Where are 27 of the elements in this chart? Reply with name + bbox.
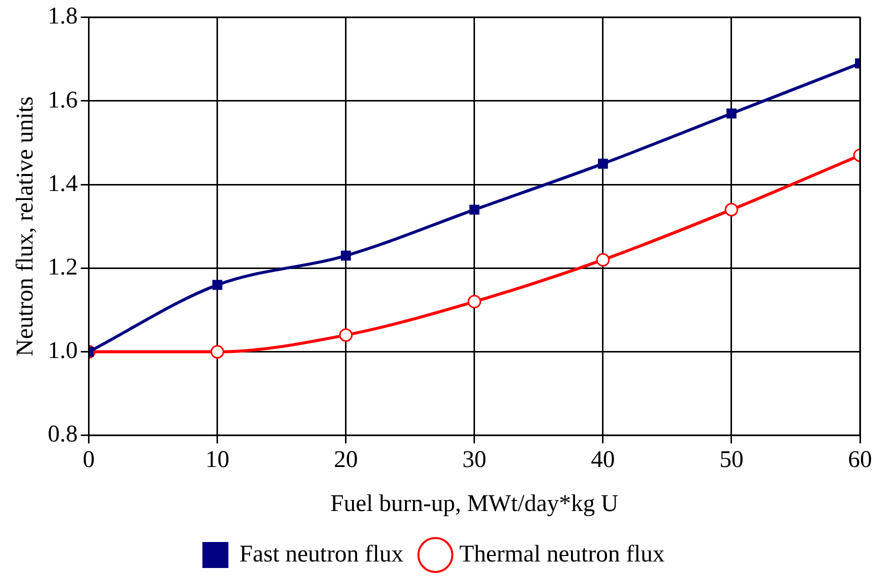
point (469, 204, 480, 215)
legend-label: Fast neutron flux (239, 541, 404, 568)
point (339, 328, 353, 342)
point (468, 294, 482, 308)
y-tick-label: 0.8 (48, 422, 78, 448)
point (340, 250, 351, 261)
x-tick-label: 0 (82, 447, 95, 474)
point (726, 108, 736, 119)
x-tick-label: 30 (462, 447, 486, 474)
x-axis-title: Fuel burn-up, MWt/day*kg U (330, 490, 618, 517)
point (212, 280, 222, 290)
x-tick-label: 20 (334, 447, 358, 474)
x-tick-label: 10 (205, 447, 230, 474)
point (596, 253, 610, 267)
y-axis-title: Neutron flux, relative units (12, 96, 39, 356)
y-tick-label: 1.8 (48, 4, 78, 30)
x-tick-label: 60 (848, 447, 872, 474)
point (598, 158, 608, 169)
point (210, 345, 224, 359)
y-tick-label: 1.2 (48, 254, 78, 280)
y-tick-label: 1.0 (48, 338, 78, 364)
x-tick-label: 50 (719, 447, 744, 474)
point (724, 202, 738, 216)
y-tick-label: 1.4 (48, 170, 78, 197)
y-tick-label: 1.6 (48, 87, 78, 114)
x-tick-label: 40 (590, 447, 615, 474)
legend-label: Thermal neutron flux (459, 541, 665, 568)
